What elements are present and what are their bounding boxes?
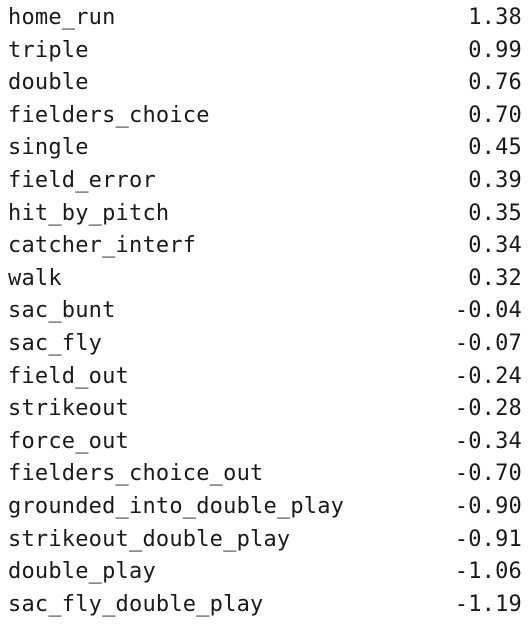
event-label: strikeout_double_play [8,526,291,552]
event-label: grounded_into_double_play [8,493,345,519]
event-label: catcher_interf [8,233,197,259]
event-label: fielders_choice_out [8,461,264,487]
table-row: home_run 1.38 [8,2,522,35]
event-value: 0.35 [468,200,522,226]
event-value: 0.76 [468,70,522,96]
event-label: double_play [8,559,156,585]
event-value: -0.70 [454,461,522,487]
event-label: field_out [8,363,130,389]
event-value: 0.39 [468,167,522,193]
event-label: sac_fly [8,330,103,356]
event-label: walk [8,265,62,291]
event-label: single [8,135,89,161]
event-value: -1.19 [454,591,522,617]
event-value: 0.70 [468,102,522,128]
table-row: catcher_interf 0.34 [8,230,522,263]
event-label: force_out [8,428,130,454]
event-value: -0.07 [454,330,522,356]
table-row: fielders_choice 0.70 [8,100,522,133]
table-row: single 0.45 [8,132,522,165]
table-row: force_out -0.34 [8,426,522,459]
table-row: strikeout -0.28 [8,393,522,426]
table-row: sac_fly -0.07 [8,328,522,361]
table-row: field_error 0.39 [8,165,522,198]
event-value: -0.34 [454,428,522,454]
event-label: strikeout [8,396,130,422]
event-label: sac_bunt [8,298,116,324]
event-value: -0.90 [454,493,522,519]
event-value: 0.32 [468,265,522,291]
event-value: 1.38 [468,5,522,30]
event-label: field_error [8,167,156,193]
event-value: -1.06 [454,559,522,585]
event-label: fielders_choice [8,102,210,128]
table-row: strikeout_double_play -0.91 [8,524,522,557]
event-label: sac_fly_double_play [8,591,264,617]
event-value: -0.28 [454,396,522,422]
table-row: field_out -0.24 [8,361,522,394]
event-label: home_run [8,5,116,30]
event-value: -0.24 [454,363,522,389]
table-row: grounded_into_double_play -0.90 [8,491,522,524]
event-label: triple [8,37,89,63]
event-value: 0.34 [468,233,522,259]
table-row: walk 0.32 [8,263,522,296]
event-value-table: home_run 1.38 triple 0.99 double 0.76 fi… [8,2,522,621]
table-row: double 0.76 [8,67,522,100]
event-value: -0.91 [454,526,522,552]
event-value: 0.45 [468,135,522,161]
event-value: -0.04 [454,298,522,324]
event-value: 0.99 [468,37,522,63]
event-label: double [8,70,89,96]
table-row: sac_fly_double_play -1.19 [8,589,522,622]
event-label: hit_by_pitch [8,200,170,226]
table-row: hit_by_pitch 0.35 [8,198,522,231]
table-row: sac_bunt -0.04 [8,295,522,328]
table-row: fielders_choice_out -0.70 [8,458,522,491]
table-row: double_play -1.06 [8,556,522,589]
table-row: triple 0.99 [8,35,522,68]
